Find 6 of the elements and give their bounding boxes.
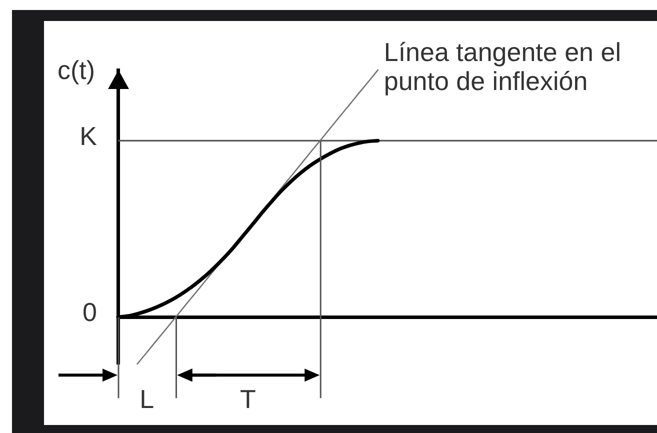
y-axis-title: c(t)	[57, 55, 95, 86]
text: T	[240, 384, 256, 414]
ref-line-label: K	[80, 120, 98, 151]
ref-line-label: 0	[82, 297, 97, 328]
text: L	[140, 384, 154, 414]
annotation: Línea tangente en el punto de inflexión	[384, 37, 621, 96]
